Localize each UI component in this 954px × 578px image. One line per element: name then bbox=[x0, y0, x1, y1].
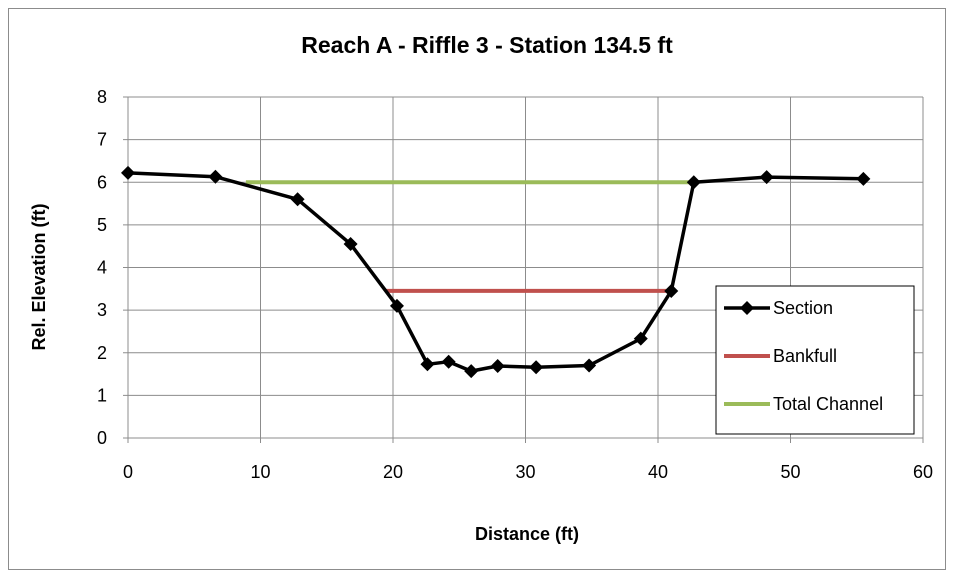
data-point-section bbox=[290, 192, 305, 207]
data-point-section bbox=[208, 169, 223, 184]
x-tick-label: 60 bbox=[913, 462, 933, 482]
data-point-section bbox=[582, 358, 597, 373]
legend: Section Bankfull Total Channel bbox=[715, 285, 915, 435]
chart-title: Reach A - Riffle 3 - Station 134.5 ft bbox=[301, 32, 673, 58]
data-point-section bbox=[633, 331, 648, 346]
legend-label-section: Section bbox=[773, 298, 833, 318]
x-tick-label: 40 bbox=[648, 462, 668, 482]
x-tick-label: 30 bbox=[515, 462, 535, 482]
data-point-section bbox=[664, 283, 679, 298]
y-tick-label: 5 bbox=[97, 215, 107, 235]
data-point-section bbox=[759, 170, 774, 185]
y-tick-label: 8 bbox=[97, 87, 107, 107]
chart-svg: Reach A - Riffle 3 - Station 134.5 ft Di… bbox=[29, 32, 933, 544]
data-point-section bbox=[686, 175, 701, 190]
data-point-section bbox=[441, 354, 456, 369]
x-tick-label: 10 bbox=[250, 462, 270, 482]
legend-label-total-channel: Total Channel bbox=[773, 394, 883, 414]
data-point-section bbox=[343, 237, 358, 252]
y-tick-label: 2 bbox=[97, 343, 107, 363]
data-point-section bbox=[389, 298, 404, 313]
y-tick-label: 1 bbox=[97, 385, 107, 405]
legend-label-bankfull: Bankfull bbox=[773, 346, 837, 366]
y-tick-label: 4 bbox=[97, 258, 107, 278]
series-layer bbox=[121, 165, 871, 379]
series-line-section bbox=[127, 171, 864, 373]
chart-frame: Reach A - Riffle 3 - Station 134.5 ft Di… bbox=[8, 8, 946, 570]
y-tick-label: 7 bbox=[97, 130, 107, 150]
x-tick-label: 50 bbox=[780, 462, 800, 482]
x-tick-label: 0 bbox=[123, 462, 133, 482]
data-point-section bbox=[464, 364, 479, 379]
y-tick-label: 0 bbox=[97, 428, 107, 448]
legend-marker-section bbox=[740, 301, 754, 315]
data-point-section bbox=[420, 357, 435, 372]
x-axis-title: Distance (ft) bbox=[475, 524, 579, 544]
data-point-section bbox=[529, 360, 544, 375]
y-tick-label: 6 bbox=[97, 172, 107, 192]
y-tick-label: 3 bbox=[97, 300, 107, 320]
x-tick-label: 20 bbox=[383, 462, 403, 482]
data-point-section bbox=[121, 165, 135, 180]
data-point-section bbox=[856, 171, 871, 186]
axis-layer: 0 10 20 30 40 50 60 0 1 2 3 4 5 6 7 8 bbox=[97, 87, 933, 482]
data-point-section bbox=[490, 358, 505, 373]
y-axis-title: Rel. Elevation (ft) bbox=[29, 203, 49, 350]
